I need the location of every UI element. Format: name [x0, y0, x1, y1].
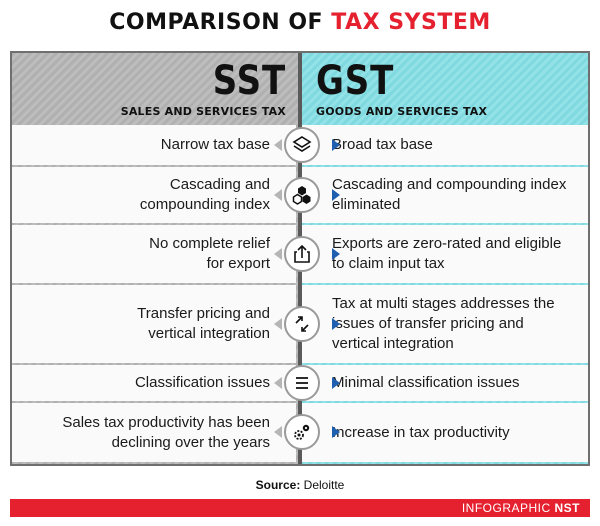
gears-icon [284, 414, 320, 450]
transfer-arrows-icon [284, 306, 320, 342]
comparison-row: Cascading and compounding index Cascadin… [12, 167, 588, 223]
source-credit: Source: Deloitte [0, 478, 600, 492]
right-arrow-icon [332, 189, 340, 201]
hexagons-icon [284, 177, 320, 213]
export-icon [284, 236, 320, 272]
footer-brand: NST [554, 501, 580, 515]
gst-cell: Exports are zero-rated and eligible to c… [302, 225, 588, 283]
gst-text: Broad tax base [332, 136, 433, 153]
gst-cell: Minimal classification issues [302, 365, 588, 401]
page-title: COMPARISON OF TAX SYSTEM [0, 10, 600, 35]
list-icon [284, 365, 320, 401]
sst-cell: Classification issues [12, 365, 296, 401]
right-arrow-icon [332, 248, 340, 260]
footer-prefix: INFOGRAPHIC [461, 501, 555, 515]
gst-abbr: GST [316, 58, 395, 104]
left-arrow-icon [274, 318, 282, 330]
gst-cell: Broad tax base [302, 125, 588, 165]
sst-text: Sales tax productivity has been declinin… [62, 413, 270, 451]
right-arrow-icon [332, 318, 340, 330]
left-arrow-icon [274, 189, 282, 201]
gst-text: Increase in tax productivity [332, 423, 510, 441]
sst-abbr: SST [212, 58, 286, 104]
gst-text: Exports are zero-rated and eligible to c… [332, 235, 562, 272]
sst-text: Transfer pricing and vertical integratio… [137, 305, 270, 342]
sst-text: Cascading and compounding index [139, 176, 270, 213]
left-arrow-icon [274, 426, 282, 438]
comparison-row: No complete relief for export Exports ar… [12, 225, 588, 283]
sst-cell: No complete relief for export [12, 225, 296, 283]
source-label: Source: [255, 478, 301, 492]
layers-icon [284, 127, 320, 163]
sst-full-name: SALES AND SERVICES TAX [120, 105, 286, 118]
comparison-panel: SST SALES AND SERVICES TAX GST GOODS AND… [10, 51, 590, 466]
title-accent: TAX SYSTEM [331, 10, 491, 35]
comparison-row: Narrow tax base Broad tax base [12, 125, 588, 165]
sst-text: Classification issues [134, 374, 270, 391]
gst-text: Tax at multi stages addresses the issues… [332, 295, 555, 352]
gst-cell: Tax at multi stages addresses the issues… [302, 285, 588, 363]
gst-header: GST GOODS AND SERVICES TAX [308, 53, 588, 123]
comparison-row: Sales tax productivity has been declinin… [12, 403, 588, 462]
gst-text: Minimal classification issues [332, 374, 520, 391]
sst-cell: Narrow tax base [12, 125, 296, 165]
source-value: Deloitte [303, 478, 345, 492]
right-arrow-icon [332, 377, 340, 389]
left-arrow-icon [274, 377, 282, 389]
left-arrow-icon [274, 139, 282, 151]
footer-bar: INFOGRAPHIC NST [10, 499, 590, 517]
gst-text: Cascading and compounding index eliminat… [332, 176, 567, 213]
sst-cell: Cascading and compounding index [12, 167, 296, 223]
comparison-row: Classification issues Minimal classifica… [12, 365, 588, 401]
sst-cell: Sales tax productivity has been declinin… [12, 403, 296, 462]
sst-header: SST SALES AND SERVICES TAX [12, 53, 296, 123]
gst-cell: Cascading and compounding index eliminat… [302, 167, 588, 223]
sst-text: Narrow tax base [160, 136, 270, 153]
sst-cell: Transfer pricing and vertical integratio… [12, 285, 296, 363]
right-arrow-icon [332, 139, 340, 151]
comparison-row: Transfer pricing and vertical integratio… [12, 285, 588, 363]
gst-full-name: GOODS AND SERVICES TAX [316, 105, 488, 118]
gst-cell: Increase in tax productivity [302, 403, 588, 462]
title-prefix: COMPARISON OF [109, 10, 332, 35]
sst-text: No complete relief for export [149, 235, 270, 272]
left-arrow-icon [274, 248, 282, 260]
right-arrow-icon [332, 426, 340, 438]
